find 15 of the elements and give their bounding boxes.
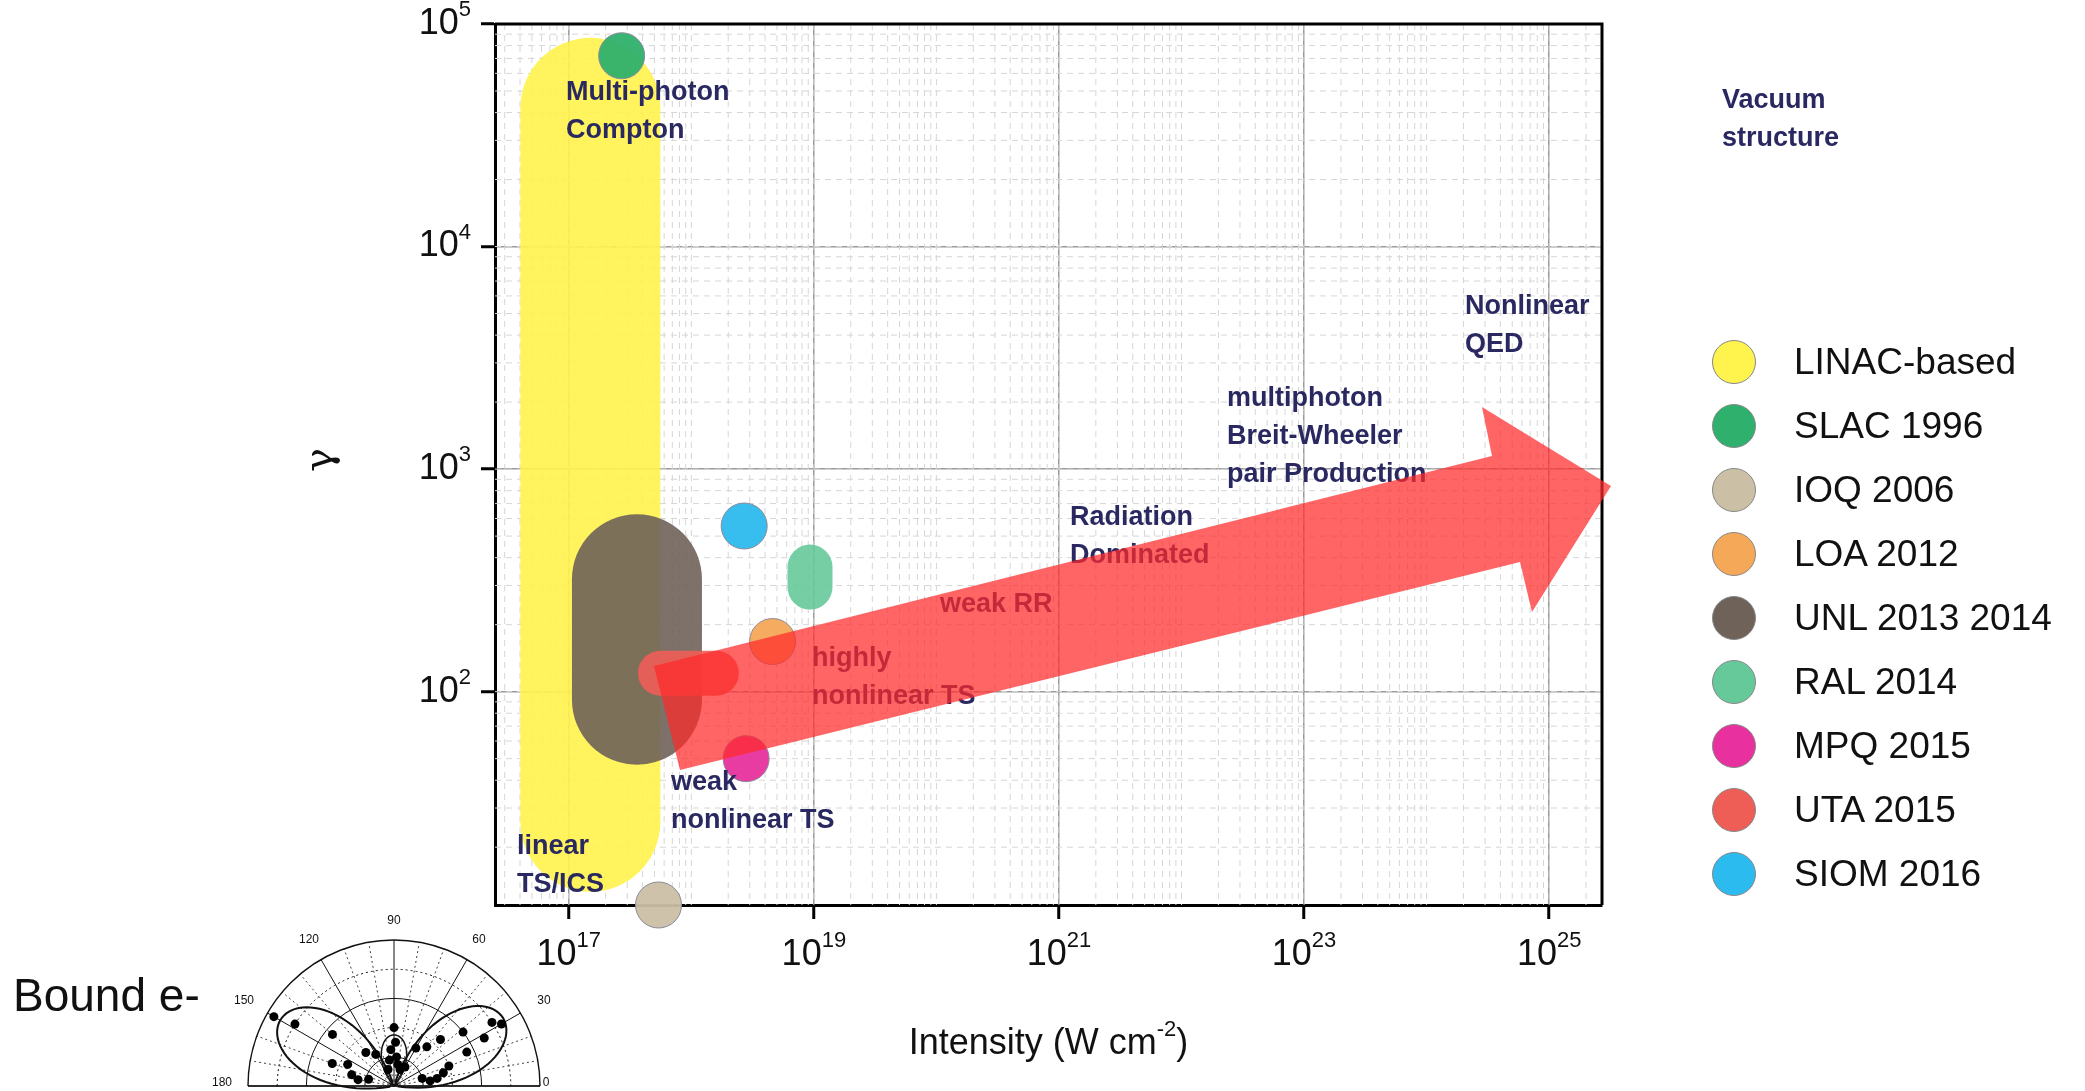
legend-label: UNL 2013 2014 [1794, 597, 2052, 639]
legend-label: UTA 2015 [1794, 789, 1956, 831]
legend-label: IOQ 2006 [1794, 469, 1955, 511]
legend-label: LINAC-based [1794, 341, 2017, 383]
text: Bound e- [13, 968, 200, 1022]
legend-label: LOA 2012 [1794, 533, 1959, 575]
text: Vacuum structure [1722, 83, 1840, 154]
legend-label: MPQ 2015 [1794, 725, 1971, 767]
legend-label: RAL 2014 [1794, 661, 1958, 703]
y-axis-title: γ [295, 448, 342, 472]
legend-label: SIOM 2016 [1794, 853, 1982, 895]
annotation: multiphoton Breit-Wheeler pair Production [1227, 381, 1427, 490]
legend-label: SLAC 1996 [1794, 405, 1984, 447]
annotation: weak nonlinear TS [671, 765, 835, 836]
annotation: Nonlinear QED [1465, 289, 1590, 360]
